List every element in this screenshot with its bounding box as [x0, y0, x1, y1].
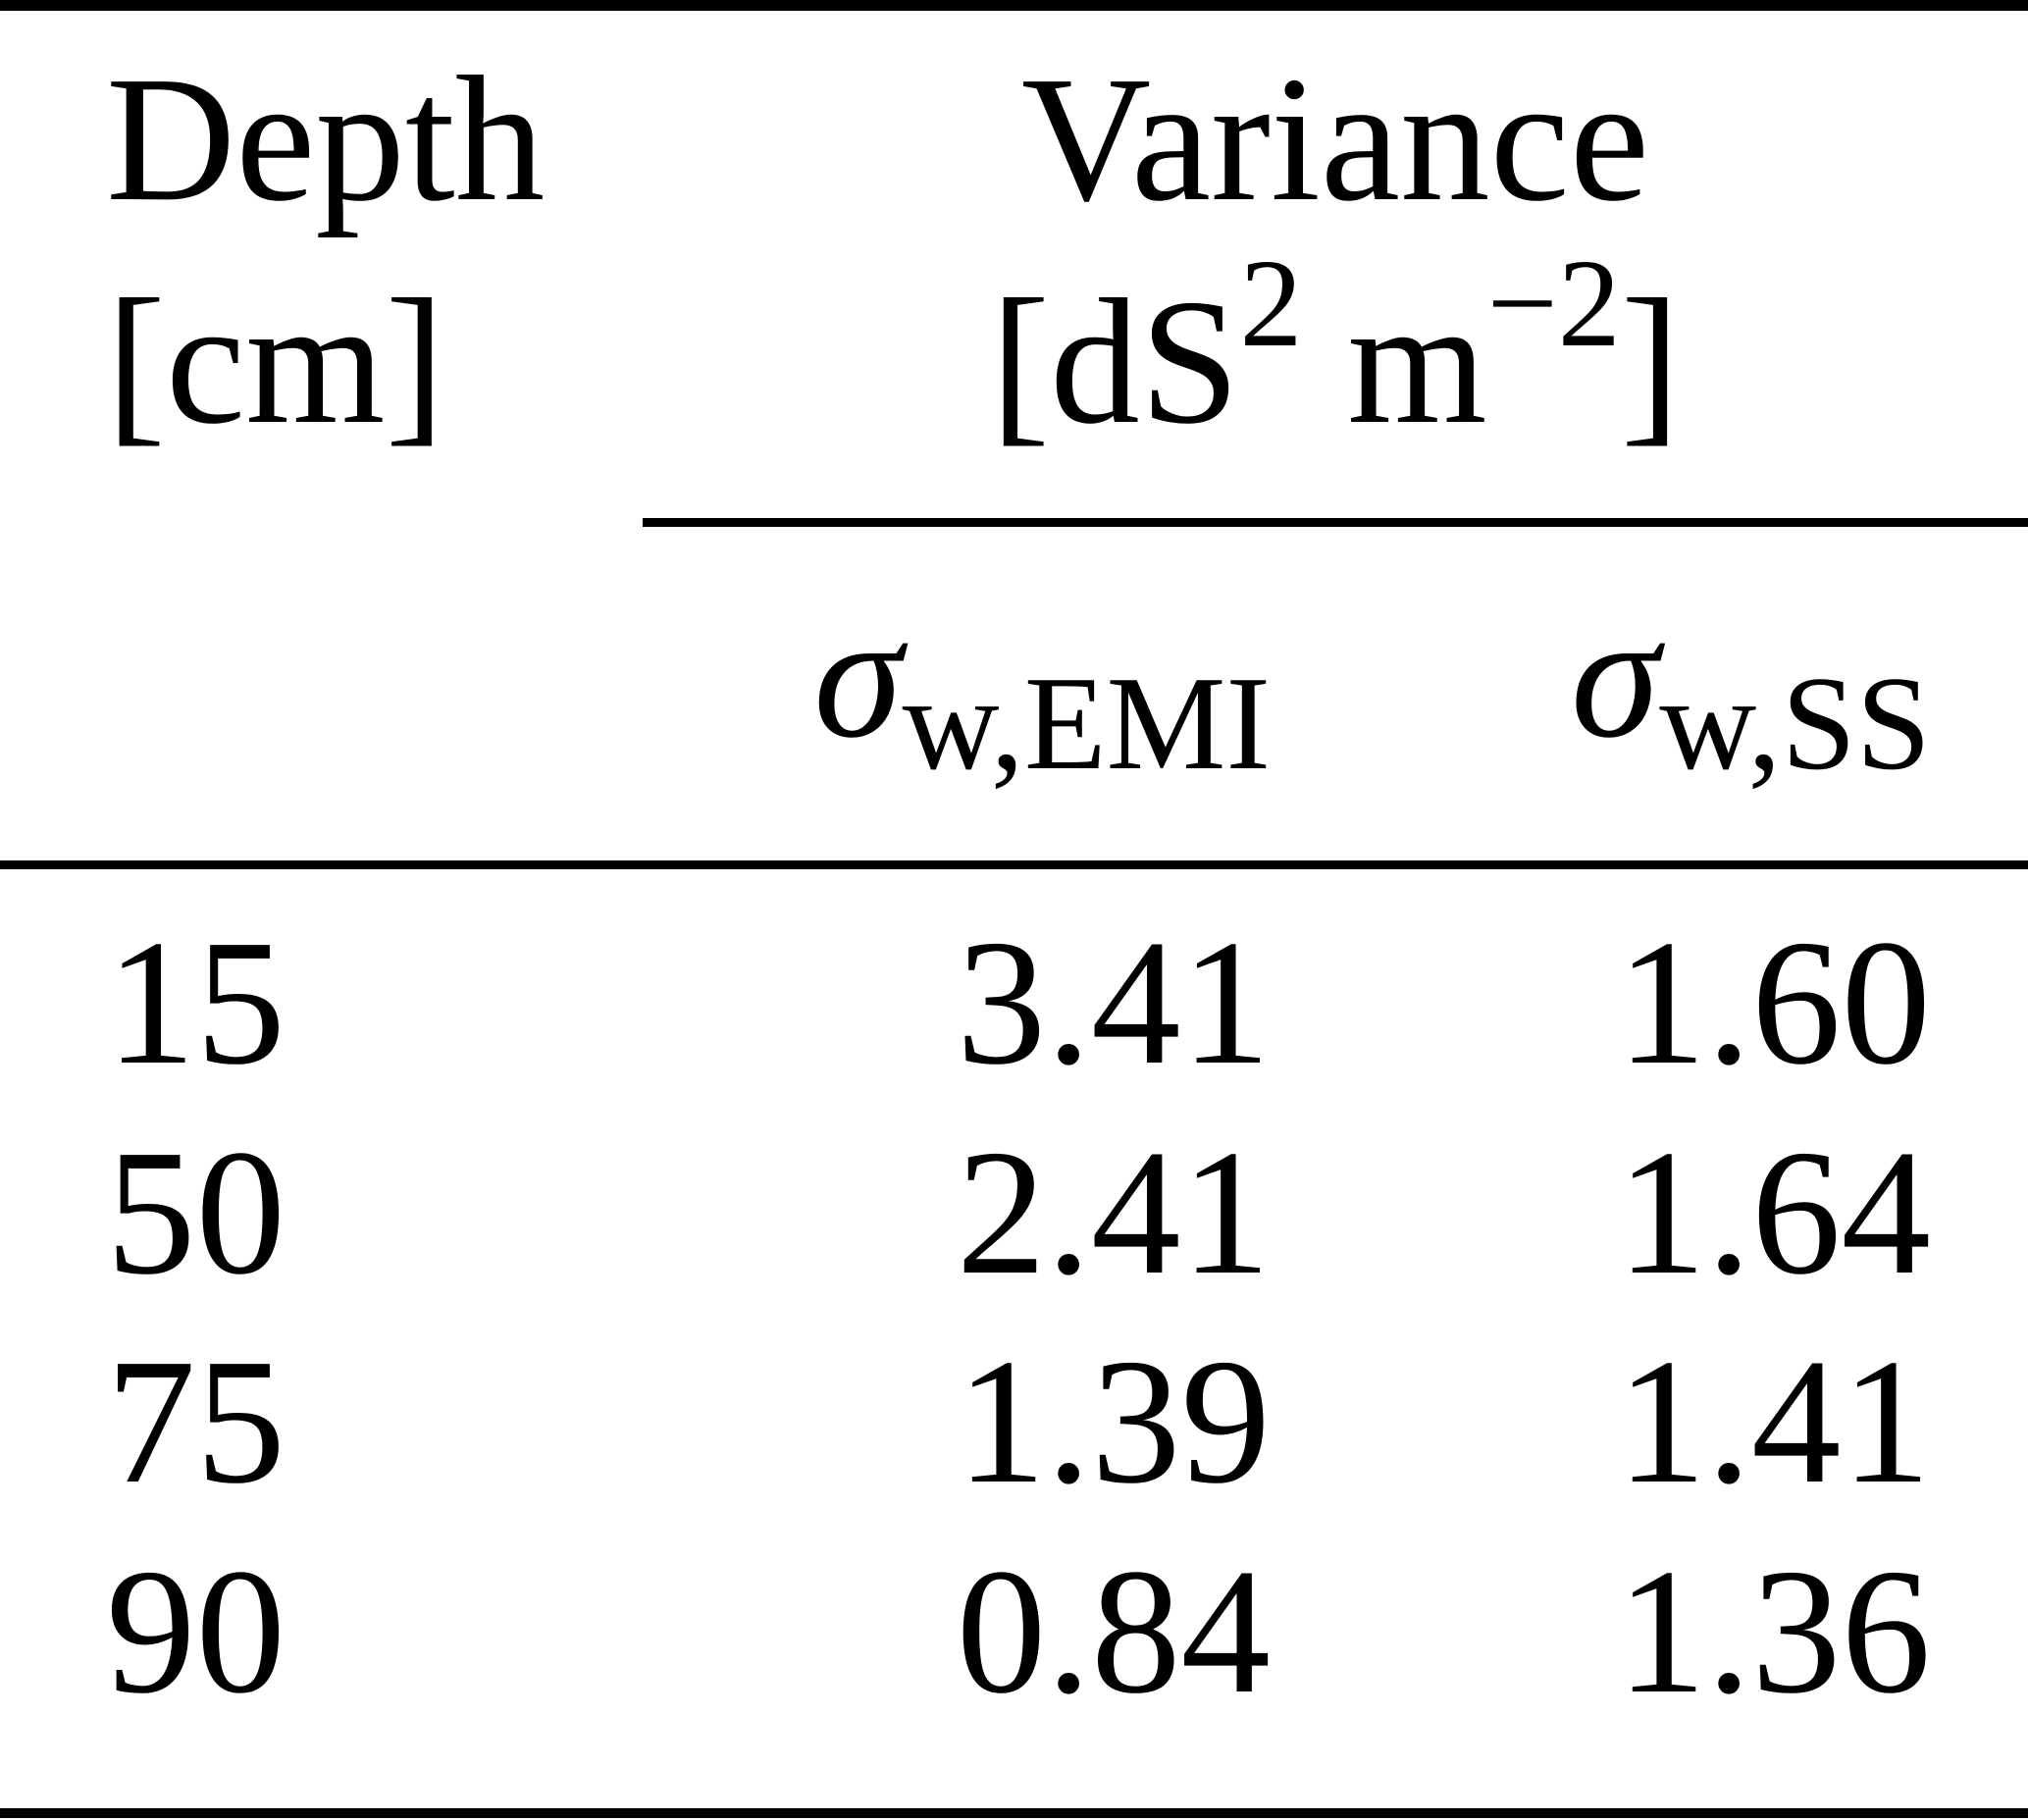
sigma-subscript-w-emi: w,EMI: [902, 649, 1271, 798]
depth-value: 50: [106, 1113, 286, 1312]
unit-exponent-2: 2: [1239, 234, 1303, 373]
sigma-w-emi-value: 0.84: [956, 1532, 1271, 1731]
depth-header-label: Depth: [106, 39, 546, 238]
variance-header-label: Variance: [1020, 39, 1650, 238]
midrule: [0, 860, 2028, 869]
unit-metre: m: [1302, 262, 1487, 461]
sigma-symbol: σ: [1571, 576, 1660, 775]
depth-value: 15: [106, 903, 286, 1102]
sigma-w-emi-value: 3.41: [956, 903, 1271, 1102]
sigma-w-ss-value: 1.60: [1616, 903, 1931, 1102]
sigma-w-ss-value: 1.64: [1616, 1113, 1931, 1312]
sigma-subscript-w-ss: w,SS: [1659, 649, 1931, 798]
unit-open-bracket-ds: [dS: [990, 262, 1240, 461]
sigma-w-ss-header: σw,SS: [1571, 586, 1931, 791]
sigma-symbol: σ: [813, 576, 903, 775]
depth-value: 90: [106, 1532, 286, 1731]
bottomrule: [0, 1808, 2028, 1818]
variance-unit-label: [dS2 m−2]: [643, 240, 2028, 451]
toprule: [0, 0, 2028, 11]
sigma-w-emi-value: 1.39: [956, 1322, 1271, 1521]
sigma-w-ss-value: 1.41: [1616, 1322, 1931, 1521]
unit-exponent-minus-2: −2: [1486, 234, 1621, 373]
depth-value: 75: [106, 1322, 286, 1521]
sigma-w-emi-header: σw,EMI: [813, 586, 1271, 791]
cmidrule-variance: [643, 518, 2028, 527]
depth-unit-label: [cm]: [106, 262, 445, 461]
sigma-w-emi-value: 2.41: [956, 1113, 1271, 1312]
unit-close-bracket: ]: [1620, 262, 1681, 461]
sigma-w-ss-value: 1.36: [1616, 1532, 1931, 1731]
